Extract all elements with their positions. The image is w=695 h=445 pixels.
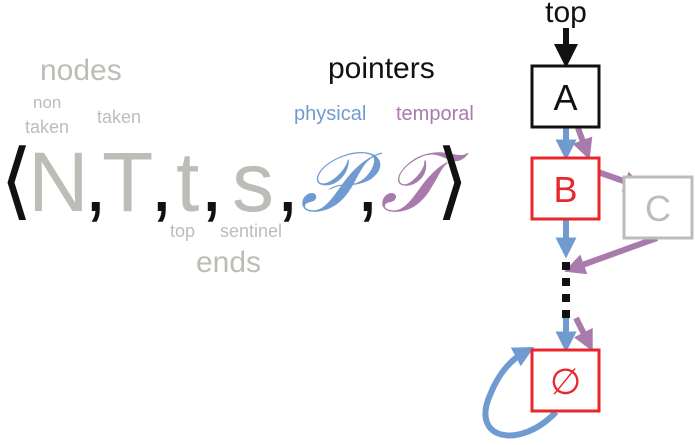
close-angle-bracket: ⟩ xyxy=(436,133,469,227)
node-C-box xyxy=(622,175,694,240)
node-B-label: B xyxy=(553,169,577,210)
taken-label: taken xyxy=(97,107,142,127)
symbol-s: s xyxy=(232,135,274,229)
sentinel-label: sentinel xyxy=(220,221,283,241)
sentinel-node-box xyxy=(530,348,601,413)
temporal-label: temporal xyxy=(396,103,474,125)
symbol-t: t xyxy=(176,135,200,229)
comma-4: , xyxy=(276,135,300,229)
comma-1: , xyxy=(84,135,108,229)
physical-self-loop-empty xyxy=(482,347,559,439)
symbol-temporal-T: 𝒯 xyxy=(380,133,445,231)
top-small-label: top xyxy=(170,221,196,241)
symbol-T: T xyxy=(102,135,154,229)
physical-label: physical xyxy=(294,103,367,125)
node-A-label: A xyxy=(553,77,577,118)
non-label: non xyxy=(33,93,62,112)
node-C-label: C xyxy=(645,188,671,229)
temporal-arrow-into-empty xyxy=(573,316,593,352)
node-B-box xyxy=(530,156,601,221)
sentinel-node-label: ∅ xyxy=(550,361,581,402)
symbol-N: N xyxy=(28,135,89,229)
comma-5: , xyxy=(356,135,380,229)
temporal-arrow-C-down xyxy=(564,235,659,275)
symbol-physical-P: 𝒫 xyxy=(300,133,361,231)
comma-2: , xyxy=(150,135,174,229)
nodes-label: nodes xyxy=(40,54,122,87)
comma-3: , xyxy=(200,135,224,229)
pointers-label: pointers xyxy=(328,52,435,85)
ends-label: ends xyxy=(196,246,262,279)
top-label: top xyxy=(545,0,587,29)
non-taken-label: taken xyxy=(25,117,70,137)
open-angle-bracket: ⟨ xyxy=(0,133,33,227)
node-A-box xyxy=(530,64,601,129)
temporal-arrow-A-B xyxy=(572,126,593,160)
